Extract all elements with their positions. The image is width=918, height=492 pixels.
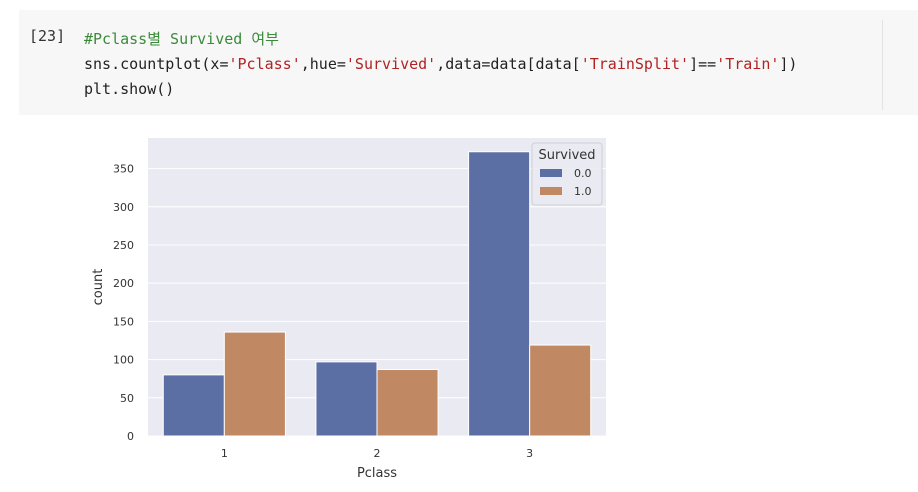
bar bbox=[376, 369, 439, 437]
code-line: #Pclass별 Survived 여부 bbox=[84, 27, 797, 52]
cell-prompt: [23] bbox=[29, 27, 66, 45]
code-token: ,data=data[data[ bbox=[436, 55, 581, 73]
y-tick-label: 0 bbox=[127, 430, 134, 443]
code-token: 'TrainSplit' bbox=[580, 55, 690, 73]
code-line: plt.show() bbox=[84, 77, 797, 102]
y-tick-label: 300 bbox=[113, 201, 134, 214]
code-token: 'Pclass' bbox=[228, 55, 301, 73]
code-token: sns.countplot(x= bbox=[84, 55, 229, 73]
y-tick-label: 250 bbox=[113, 239, 134, 252]
legend-swatch bbox=[540, 169, 562, 177]
legend-label: 1.0 bbox=[574, 185, 592, 198]
bar bbox=[162, 374, 225, 437]
code-line: sns.countplot(x='Pclass',hue='Survived',… bbox=[84, 52, 797, 77]
code-token: 'Survived' bbox=[345, 55, 437, 73]
x-tick-label: 2 bbox=[374, 447, 381, 460]
bar bbox=[468, 151, 531, 437]
code-token: ]) bbox=[779, 55, 798, 73]
legend-title: Survived bbox=[538, 148, 595, 163]
cell-scroll-rail bbox=[882, 20, 883, 110]
code-token: ]== bbox=[689, 55, 717, 73]
code-cell[interactable]: [23] #Pclass별 Survived 여부 sns.countplot(x… bbox=[19, 10, 918, 115]
x-tick-label: 1 bbox=[221, 447, 228, 460]
x-tick-label: 3 bbox=[526, 447, 533, 460]
code-token: #Pclass별 Survived 여부 bbox=[84, 30, 279, 48]
y-tick-label: 50 bbox=[120, 392, 134, 405]
x-axis-label: Pclass bbox=[357, 466, 397, 481]
y-tick-label: 200 bbox=[113, 277, 134, 290]
legend-swatch bbox=[540, 187, 562, 195]
y-axis-label: count bbox=[91, 269, 106, 306]
y-tick-label: 150 bbox=[113, 315, 134, 328]
code-token: plt.show() bbox=[84, 80, 175, 98]
code-token: ,hue= bbox=[300, 55, 346, 73]
code-token: 'Train' bbox=[716, 55, 780, 73]
bar bbox=[223, 331, 286, 437]
y-tick-label: 350 bbox=[113, 163, 134, 176]
bar bbox=[529, 344, 592, 437]
bar bbox=[315, 361, 378, 437]
code-editor[interactable]: #Pclass별 Survived 여부 sns.countplot(x='Pcl… bbox=[84, 27, 797, 102]
y-tick-label: 100 bbox=[113, 354, 134, 367]
legend-label: 0.0 bbox=[574, 167, 592, 180]
